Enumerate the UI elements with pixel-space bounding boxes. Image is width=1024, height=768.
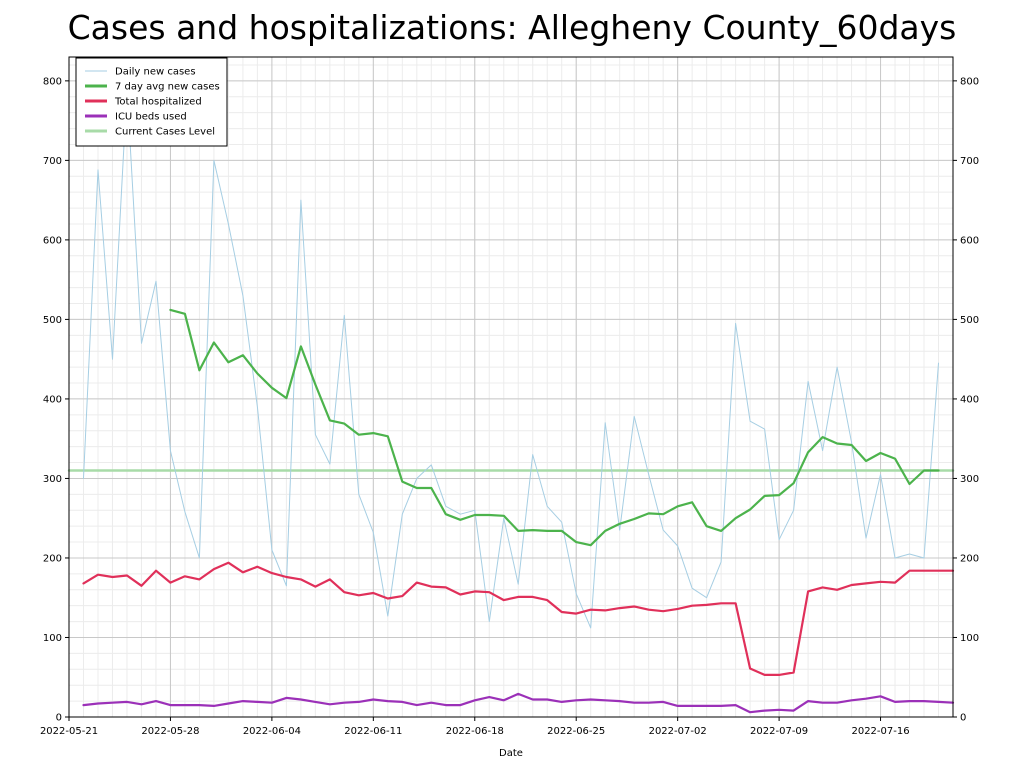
x-tick-label: 2022-06-25 [547,726,605,737]
x-tick-label: 2022-07-16 [851,726,909,737]
y-tick-label: 100 [43,633,62,644]
x-tick-label: 2022-07-02 [649,726,707,737]
x-tick-label: 2022-06-04 [243,726,301,737]
x-tick-label: 2022-07-09 [750,726,808,737]
y-tick-label: 600 [43,235,62,246]
legend-entry: 7 day avg new cases [115,82,220,93]
y-tick-label-right: 700 [960,156,979,167]
x-tick-label: 2022-06-11 [344,726,402,737]
y-tick-label: 800 [43,76,62,87]
series-line-icu-beds-used [82,692,955,714]
x-tick-label: 2022-06-18 [446,726,504,737]
y-tick-label-right: 200 [960,553,979,564]
y-tick-label: 400 [43,394,62,405]
y-tick-label: 700 [43,156,62,167]
y-tick-label: 0 [56,713,62,724]
plot-frame [68,56,954,718]
y-tick-label: 300 [43,474,62,485]
series-line-daily-new-cases [83,88,939,629]
x-tick-label: 2022-05-28 [141,726,199,737]
legend-entry: Daily new cases [115,67,196,78]
x-axis-label: Date [499,748,523,759]
y-tick-label-right: 600 [960,235,979,246]
y-tick-label-right: 500 [960,315,979,326]
y-tick-label-right: 400 [960,394,979,405]
series-line-7-day-avg-new-cases [169,308,940,547]
y-tick-label-right: 0 [960,713,966,724]
y-tick-label-right: 100 [960,633,979,644]
y-tick-label: 500 [43,315,62,326]
y-tick-label-right: 800 [960,76,979,87]
series-line-total-hospitalized [82,561,955,677]
legend-entry: Total hospitalized [114,97,202,108]
y-tick-label-right: 300 [960,474,979,485]
legend-entry: Current Cases Level [115,127,215,138]
y-tick-label: 200 [43,553,62,564]
legend-entry: ICU beds used [115,112,187,123]
x-tick-label: 2022-05-21 [40,726,98,737]
chart-title: Cases and hospitalizations: Allegheny Co… [67,8,957,47]
